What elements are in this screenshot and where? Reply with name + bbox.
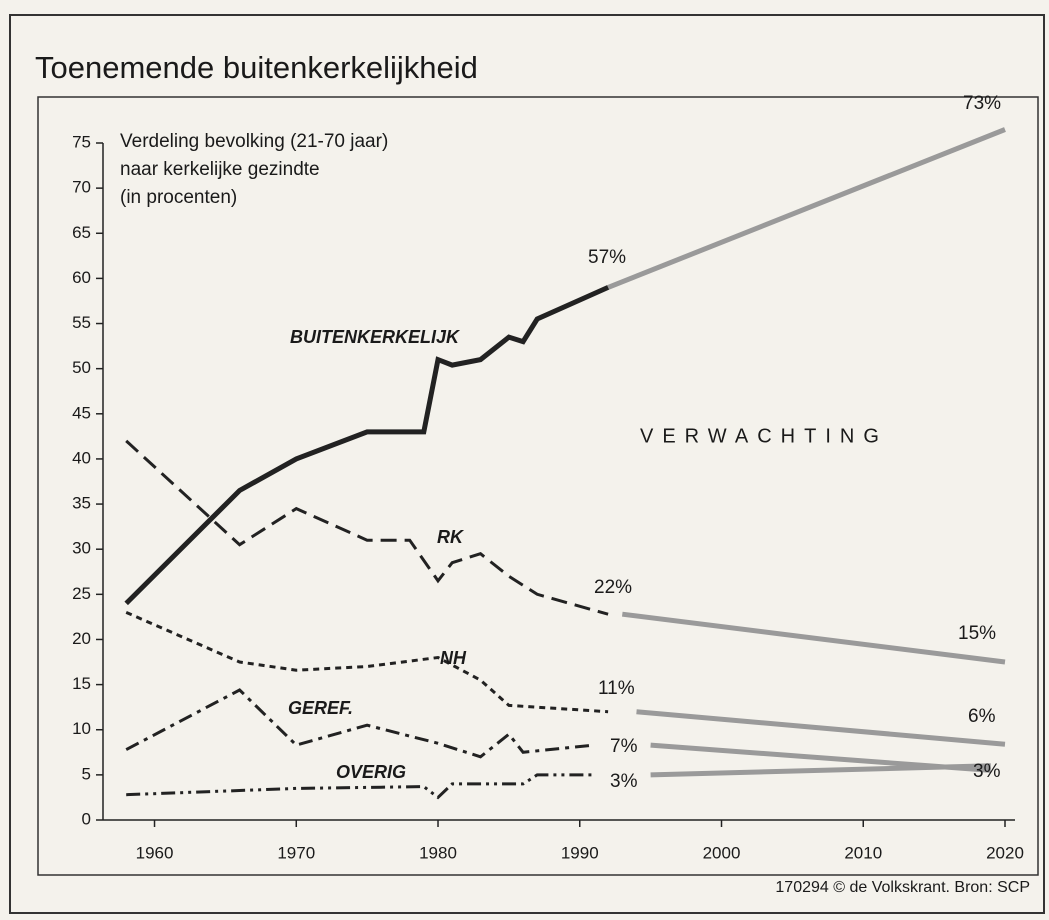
x-tick-label: 2020 [986, 843, 1024, 862]
y-tick-label: 70 [72, 178, 91, 197]
y-tick-label: 20 [72, 629, 91, 648]
series-label: BUITENKERKELIJK [290, 327, 461, 347]
outer-frame [9, 14, 1045, 914]
y-tick-label: 60 [72, 268, 91, 287]
series-label: RK [437, 527, 465, 547]
x-tick-label: 1980 [419, 843, 457, 862]
source: 170294 © de Volkskrant. Bron: SCP [775, 879, 1030, 896]
y-tick-label: 10 [72, 719, 91, 738]
y-tick-label: 5 [82, 764, 91, 783]
series-label: GEREF. [288, 698, 353, 718]
x-tick-label: 2010 [844, 843, 882, 862]
y-tick-label: 75 [72, 132, 91, 151]
annotation: 73% [963, 93, 1001, 114]
subtitle: naar kerkelijke gezindte [120, 159, 320, 180]
x-tick-label: 1960 [136, 843, 174, 862]
y-tick-label: 0 [82, 809, 91, 828]
annotation: 15% [958, 623, 996, 644]
x-tick-label: 1990 [561, 843, 599, 862]
series-label: NH [440, 648, 467, 668]
subtitle: (in procenten) [120, 187, 237, 208]
y-tick-label: 45 [72, 403, 91, 422]
line [125, 439, 609, 616]
line [126, 773, 594, 800]
y-tick-label: 55 [72, 313, 91, 332]
annotation: 7% [610, 736, 638, 757]
line [125, 688, 595, 759]
y-tick-label: 40 [72, 448, 91, 467]
projection-label: VERWACHTING [640, 425, 888, 447]
y-tick-label: 35 [72, 494, 91, 513]
y-tick-label: 25 [72, 584, 91, 603]
x-tick-label: 1970 [277, 843, 315, 862]
y-tick-label: 65 [72, 223, 91, 242]
projection-line [636, 709, 1006, 747]
projection-line [607, 127, 1006, 290]
chart-title: Toenemende buitenkerkelijkheid [35, 50, 478, 85]
line [124, 285, 610, 606]
series-label: OVERIG [336, 762, 406, 782]
annotation: 11% [598, 678, 635, 699]
annotation: 57% [588, 247, 626, 268]
y-tick-label: 30 [72, 539, 91, 558]
x-tick-label: 2000 [703, 843, 741, 862]
projection-line [621, 611, 1006, 665]
subtitle: Verdeling bevolking (21-70 jaar) [120, 131, 388, 152]
annotation: 3% [610, 771, 638, 792]
annotation: 3% [973, 761, 1001, 782]
annotation: 22% [594, 577, 632, 598]
plot-frame [37, 96, 1039, 876]
y-tick-label: 50 [72, 358, 91, 377]
projection-line [650, 763, 991, 778]
annotation: 6% [968, 706, 996, 727]
y-tick-label: 15 [72, 674, 91, 693]
line [125, 611, 609, 714]
